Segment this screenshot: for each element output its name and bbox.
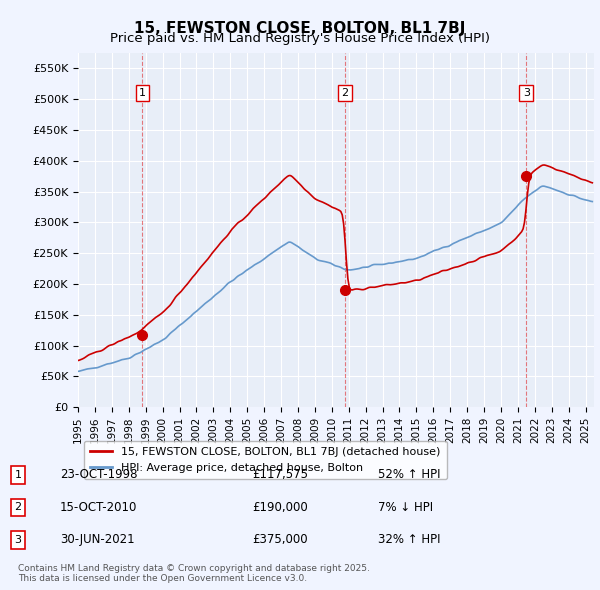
Text: Price paid vs. HM Land Registry's House Price Index (HPI): Price paid vs. HM Land Registry's House … <box>110 32 490 45</box>
Legend: 15, FEWSTON CLOSE, BOLTON, BL1 7BJ (detached house), HPI: Average price, detache: 15, FEWSTON CLOSE, BOLTON, BL1 7BJ (deta… <box>83 441 448 480</box>
Text: 15-OCT-2010: 15-OCT-2010 <box>60 501 137 514</box>
Text: 2: 2 <box>341 88 349 98</box>
Text: 52% ↑ HPI: 52% ↑ HPI <box>378 468 440 481</box>
Text: Contains HM Land Registry data © Crown copyright and database right 2025.
This d: Contains HM Land Registry data © Crown c… <box>18 563 370 583</box>
Text: £190,000: £190,000 <box>252 501 308 514</box>
Text: 15, FEWSTON CLOSE, BOLTON, BL1 7BJ: 15, FEWSTON CLOSE, BOLTON, BL1 7BJ <box>134 21 466 35</box>
Text: 7% ↓ HPI: 7% ↓ HPI <box>378 501 433 514</box>
Text: 32% ↑ HPI: 32% ↑ HPI <box>378 533 440 546</box>
Text: 1: 1 <box>139 88 146 98</box>
Text: 2: 2 <box>14 503 22 512</box>
Text: 1: 1 <box>14 470 22 480</box>
Text: £375,000: £375,000 <box>252 533 308 546</box>
Text: 3: 3 <box>14 535 22 545</box>
Text: 23-OCT-1998: 23-OCT-1998 <box>60 468 137 481</box>
Text: 30-JUN-2021: 30-JUN-2021 <box>60 533 134 546</box>
Text: 3: 3 <box>523 88 530 98</box>
Text: £117,575: £117,575 <box>252 468 308 481</box>
